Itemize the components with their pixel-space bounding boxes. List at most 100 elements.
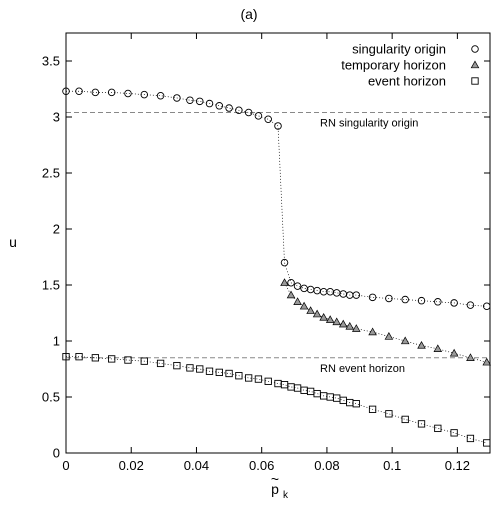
series-triangle <box>280 278 492 366</box>
data-point <box>205 99 214 108</box>
data-point <box>368 327 377 336</box>
data-point <box>450 429 458 437</box>
data-point <box>417 340 426 349</box>
y-tick-label: 0 <box>53 446 60 461</box>
data-point <box>195 97 204 106</box>
data-point <box>338 319 348 328</box>
x-axis-label-accent: ~ <box>271 471 279 487</box>
data-point <box>156 91 165 100</box>
x-tick-label: 0.1 <box>383 458 401 473</box>
data-point <box>368 293 377 302</box>
data-point <box>368 405 377 413</box>
data-point <box>244 374 253 382</box>
series-circle <box>62 87 491 311</box>
data-point <box>351 324 361 332</box>
data-point <box>75 87 83 95</box>
data-point <box>124 356 132 364</box>
legend-label: event horizon <box>368 74 446 89</box>
data-point <box>280 278 289 286</box>
chart-title: (a) <box>240 6 257 22</box>
legend-marker <box>471 45 479 53</box>
legend-item: singularity origin <box>352 42 479 57</box>
data-point <box>107 88 116 97</box>
data-point <box>186 96 194 104</box>
data-point <box>482 357 492 366</box>
data-point <box>235 106 243 115</box>
x-axis-label: ~ p k <box>271 471 289 501</box>
y-tick-label: 2.5 <box>42 166 60 181</box>
x-axis-label-subscript: k <box>283 490 289 501</box>
data-point <box>264 115 272 123</box>
data-point <box>274 122 282 130</box>
data-point <box>385 294 393 303</box>
data-point <box>140 357 148 365</box>
data-point <box>319 312 328 321</box>
data-point <box>450 299 458 307</box>
reference-lines: RN singularity origin RN event horizon <box>66 112 490 375</box>
y-axis-label: u <box>9 234 17 250</box>
x-tick-label: 0.08 <box>314 458 339 473</box>
y-tick-label: 3.5 <box>42 54 60 69</box>
data-point <box>254 375 263 383</box>
reference-line-label: RN singularity origin <box>320 118 418 130</box>
data-point <box>466 301 475 309</box>
data-point <box>215 102 224 110</box>
data-point <box>124 89 132 98</box>
legend-marker <box>471 77 479 85</box>
data-point <box>434 424 442 433</box>
legend-marker <box>470 60 480 69</box>
data-point <box>293 297 302 305</box>
data-point <box>225 369 233 378</box>
data-point <box>156 359 165 368</box>
data-point <box>108 355 116 363</box>
data-point <box>352 400 360 408</box>
data-point <box>352 291 361 299</box>
data-point <box>91 354 100 362</box>
legend-label: temporary horizon <box>341 58 446 73</box>
y-tick-label: 1 <box>53 334 60 349</box>
data-point <box>401 295 409 304</box>
data-point <box>434 298 442 306</box>
y-tick-label: 3 <box>53 110 60 125</box>
data-point <box>345 321 355 330</box>
data-point <box>91 88 100 97</box>
x-tick-label: 0 <box>62 458 69 473</box>
data-point <box>299 301 309 310</box>
data-point <box>400 336 410 345</box>
data-point <box>401 415 409 424</box>
data-point <box>244 108 253 117</box>
data-point <box>173 361 181 370</box>
data-point <box>466 353 475 361</box>
data-point <box>417 296 426 305</box>
data-point <box>332 317 342 326</box>
x-axis-label-main: p <box>271 481 279 497</box>
data-point <box>449 348 459 357</box>
data-point <box>215 368 223 377</box>
reference-line-label: RN event horizon <box>320 363 405 375</box>
data-point <box>235 372 243 380</box>
data-point <box>293 282 302 290</box>
data-point <box>280 258 289 267</box>
data-point <box>140 90 149 99</box>
x-tick-label: 0.06 <box>249 458 274 473</box>
data-point <box>433 344 443 352</box>
data-point <box>286 290 296 299</box>
data-point <box>325 315 335 323</box>
x-tick-label: 0.02 <box>119 458 144 473</box>
data-point <box>205 367 214 375</box>
data-point <box>312 309 322 318</box>
y-tick-label: 2 <box>53 222 60 237</box>
series-square <box>62 353 491 447</box>
legend-label: singularity origin <box>352 42 446 57</box>
data-point <box>306 306 315 314</box>
data-point <box>264 377 272 385</box>
legend-item: temporary horizon <box>341 58 480 73</box>
data-point <box>417 420 426 428</box>
data-point <box>254 112 263 120</box>
y-tick-label: 0.5 <box>42 390 60 405</box>
data-point <box>225 104 233 112</box>
plot-frame <box>65 32 491 454</box>
data-point <box>287 279 295 287</box>
